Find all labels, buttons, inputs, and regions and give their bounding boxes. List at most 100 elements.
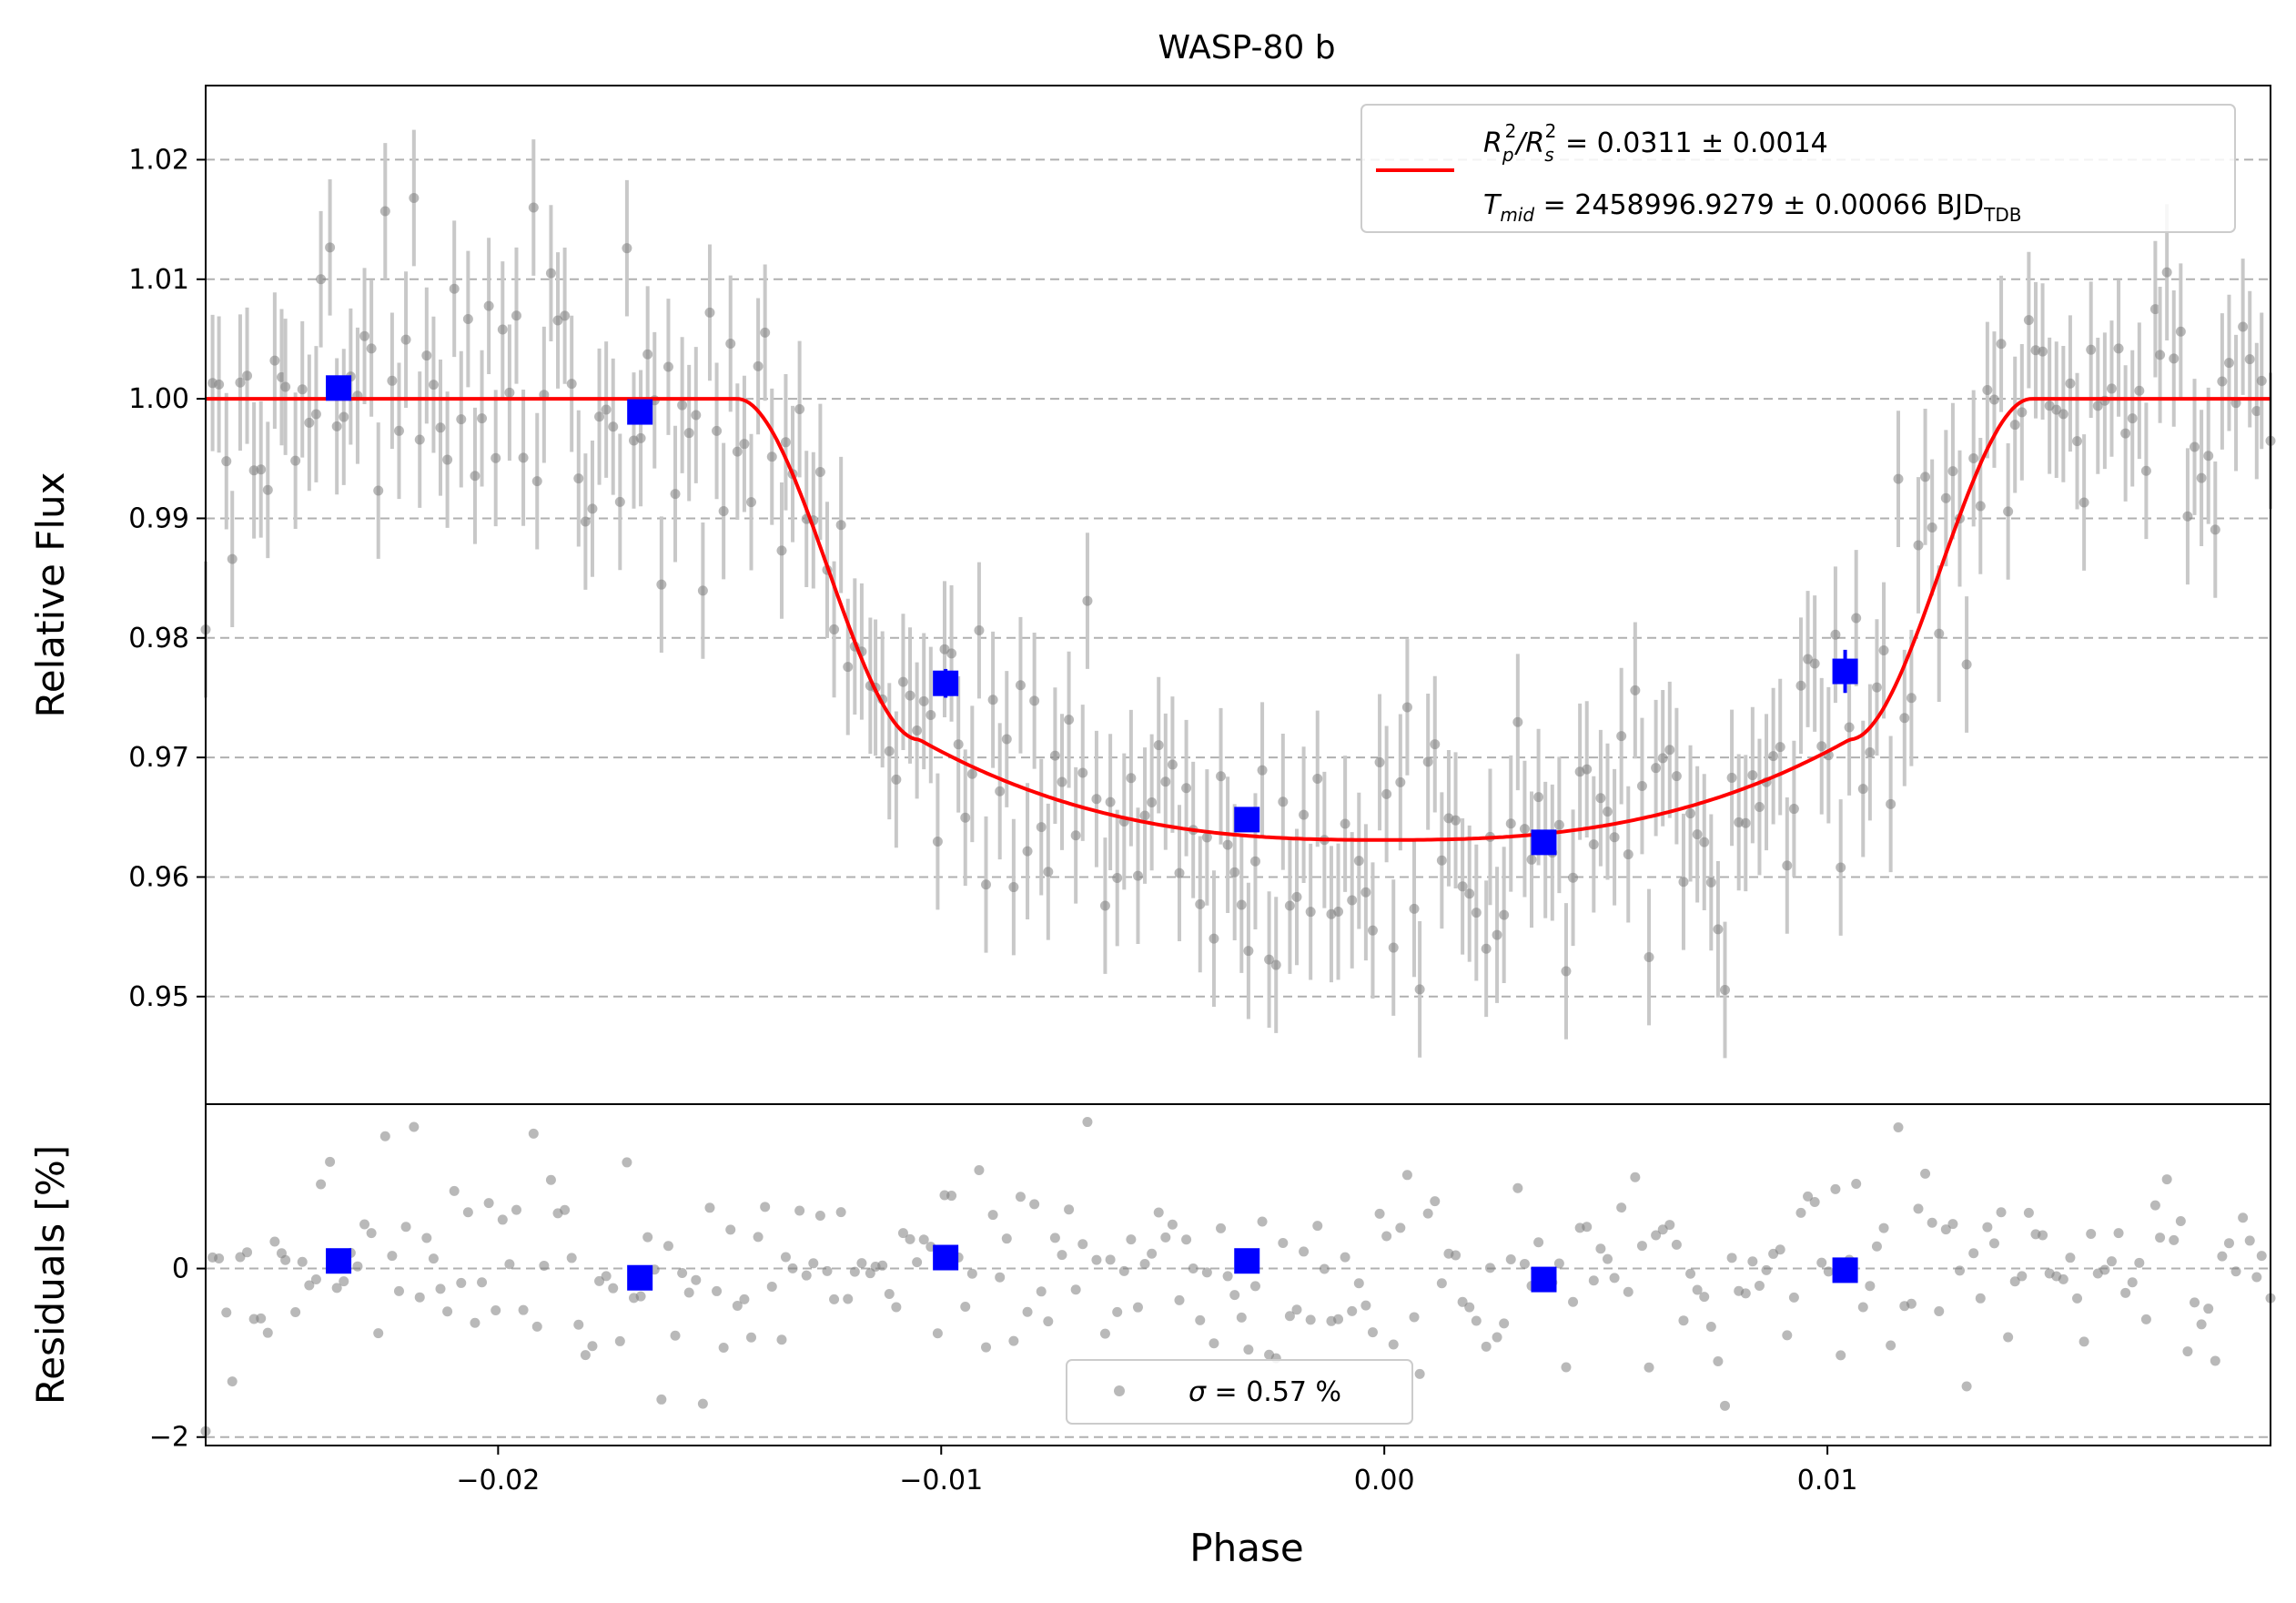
- raw-residual-point: [1216, 1223, 1227, 1233]
- raw-flux-point: [1616, 731, 1627, 742]
- rp-superscript: 2: [1505, 120, 1517, 142]
- raw-residual-point: [1671, 1239, 1682, 1250]
- raw-residual-point: [2175, 1216, 2186, 1227]
- raw-flux-point: [1582, 764, 1593, 775]
- raw-residual-point: [981, 1342, 992, 1353]
- raw-residual-point: [1664, 1220, 1675, 1231]
- raw-flux-point: [497, 324, 508, 335]
- raw-residual-point: [1906, 1298, 1917, 1309]
- raw-flux-point: [1167, 759, 1178, 770]
- raw-flux-point: [1264, 954, 1275, 965]
- raw-residual-point: [573, 1319, 584, 1330]
- raw-residual-point: [822, 1265, 833, 1276]
- raw-residual-point: [849, 1266, 860, 1277]
- raw-residual-point: [1422, 1208, 1433, 1219]
- tmid-unit-subscript: TDB: [1983, 204, 2021, 226]
- top-panel-legend: Rp2/Rs2 = 0.0311 ± 0.0014 Tmid = 2458996…: [1360, 104, 2236, 233]
- raw-flux-point: [981, 879, 992, 890]
- raw-residual-point: [1823, 1266, 1834, 1277]
- raw-flux-point: [1505, 818, 1516, 829]
- raw-residual-point: [746, 1332, 757, 1343]
- raw-flux-point: [1481, 943, 1492, 954]
- raw-flux-point: [1553, 819, 1564, 830]
- raw-residual-point: [1699, 1292, 1710, 1303]
- raw-residual-point: [794, 1205, 805, 1216]
- raw-flux-point: [331, 421, 342, 431]
- raw-flux-point: [1940, 492, 1951, 503]
- raw-flux-point: [1022, 846, 1033, 857]
- raw-residual-point: [1299, 1246, 1310, 1257]
- raw-flux-point: [1788, 804, 1799, 815]
- top-y-tick-label: 0.95: [128, 981, 189, 1013]
- raw-flux-point: [1036, 822, 1047, 833]
- raw-flux-point: [1243, 946, 1254, 957]
- raw-residual-point: [2120, 1287, 2131, 1298]
- raw-flux-point: [884, 746, 895, 756]
- raw-flux-point: [635, 432, 646, 443]
- raw-residual-point: [1947, 1219, 1958, 1230]
- raw-residual-point: [946, 1191, 957, 1202]
- raw-flux-point: [1657, 753, 1668, 764]
- raw-residual-point: [518, 1304, 529, 1315]
- raw-flux-point: [435, 422, 446, 433]
- raw-flux-point: [304, 417, 315, 428]
- raw-residual-point: [1374, 1208, 1385, 1219]
- raw-flux-point: [2127, 413, 2138, 424]
- raw-flux-point: [670, 489, 681, 500]
- raw-flux-point: [1388, 942, 1399, 953]
- raw-residual-point: [1740, 1288, 1751, 1299]
- raw-flux-point: [1414, 984, 1425, 995]
- raw-flux-point: [2238, 321, 2249, 332]
- raw-residual-point: [1278, 1237, 1289, 1248]
- raw-flux-point: [739, 439, 750, 450]
- raw-flux-point: [1713, 924, 1724, 935]
- raw-flux-point: [2169, 353, 2180, 364]
- raw-flux-point: [1049, 750, 1060, 761]
- raw-flux-point: [297, 384, 308, 395]
- raw-flux-point: [1886, 798, 1896, 809]
- top-panel-raw-points: [200, 129, 2276, 1059]
- raw-residual-point: [1553, 1258, 1564, 1269]
- raw-residual-point: [2210, 1355, 2220, 1366]
- raw-flux-point: [1347, 895, 1358, 906]
- raw-residual-point: [1968, 1248, 1979, 1259]
- raw-residual-point: [1616, 1202, 1627, 1213]
- raw-residual-point: [1878, 1223, 1889, 1233]
- raw-residual-point: [1381, 1231, 1392, 1242]
- raw-flux-point: [235, 377, 246, 388]
- raw-flux-point: [683, 428, 694, 439]
- raw-flux-point: [1602, 807, 1613, 817]
- raw-flux-point: [1077, 767, 1088, 778]
- raw-flux-point: [1685, 808, 1696, 819]
- raw-flux-point: [2175, 326, 2186, 337]
- raw-flux-point: [1526, 854, 1537, 865]
- raw-residual-point: [1451, 1250, 1462, 1261]
- raw-residual-point: [1188, 1263, 1199, 1273]
- x-tick-label: −0.01: [899, 1465, 983, 1496]
- raw-residual-point: [829, 1294, 840, 1304]
- raw-residual-point: [2079, 1336, 2089, 1347]
- tmid-symbol: T: [1483, 189, 1502, 221]
- raw-flux-point: [1678, 877, 1689, 888]
- raw-flux-point: [987, 695, 998, 705]
- binned-residual-point: [326, 1248, 352, 1274]
- raw-flux-point: [1747, 770, 1758, 781]
- raw-residual-point: [1920, 1168, 1931, 1179]
- raw-residual-point: [528, 1128, 539, 1139]
- raw-residual-point: [442, 1306, 453, 1317]
- raw-flux-point: [1906, 693, 1917, 704]
- raw-flux-point: [587, 503, 598, 514]
- raw-residual-point: [1747, 1256, 1758, 1267]
- raw-residual-point: [691, 1274, 702, 1285]
- bottom-panel-raw-residuals: [200, 1117, 2276, 1436]
- raw-flux-point: [1353, 856, 1364, 867]
- bottom-y-tick-label: 0: [172, 1253, 189, 1285]
- raw-residual-point: [409, 1121, 420, 1132]
- raw-residual-point: [1588, 1275, 1599, 1286]
- raw-flux-point: [1644, 952, 1654, 963]
- raw-residual-point: [2203, 1304, 2214, 1314]
- bottom-y-tick-label: −2: [149, 1422, 189, 1454]
- raw-flux-point: [1568, 872, 1579, 883]
- raw-flux-point: [1333, 906, 1344, 917]
